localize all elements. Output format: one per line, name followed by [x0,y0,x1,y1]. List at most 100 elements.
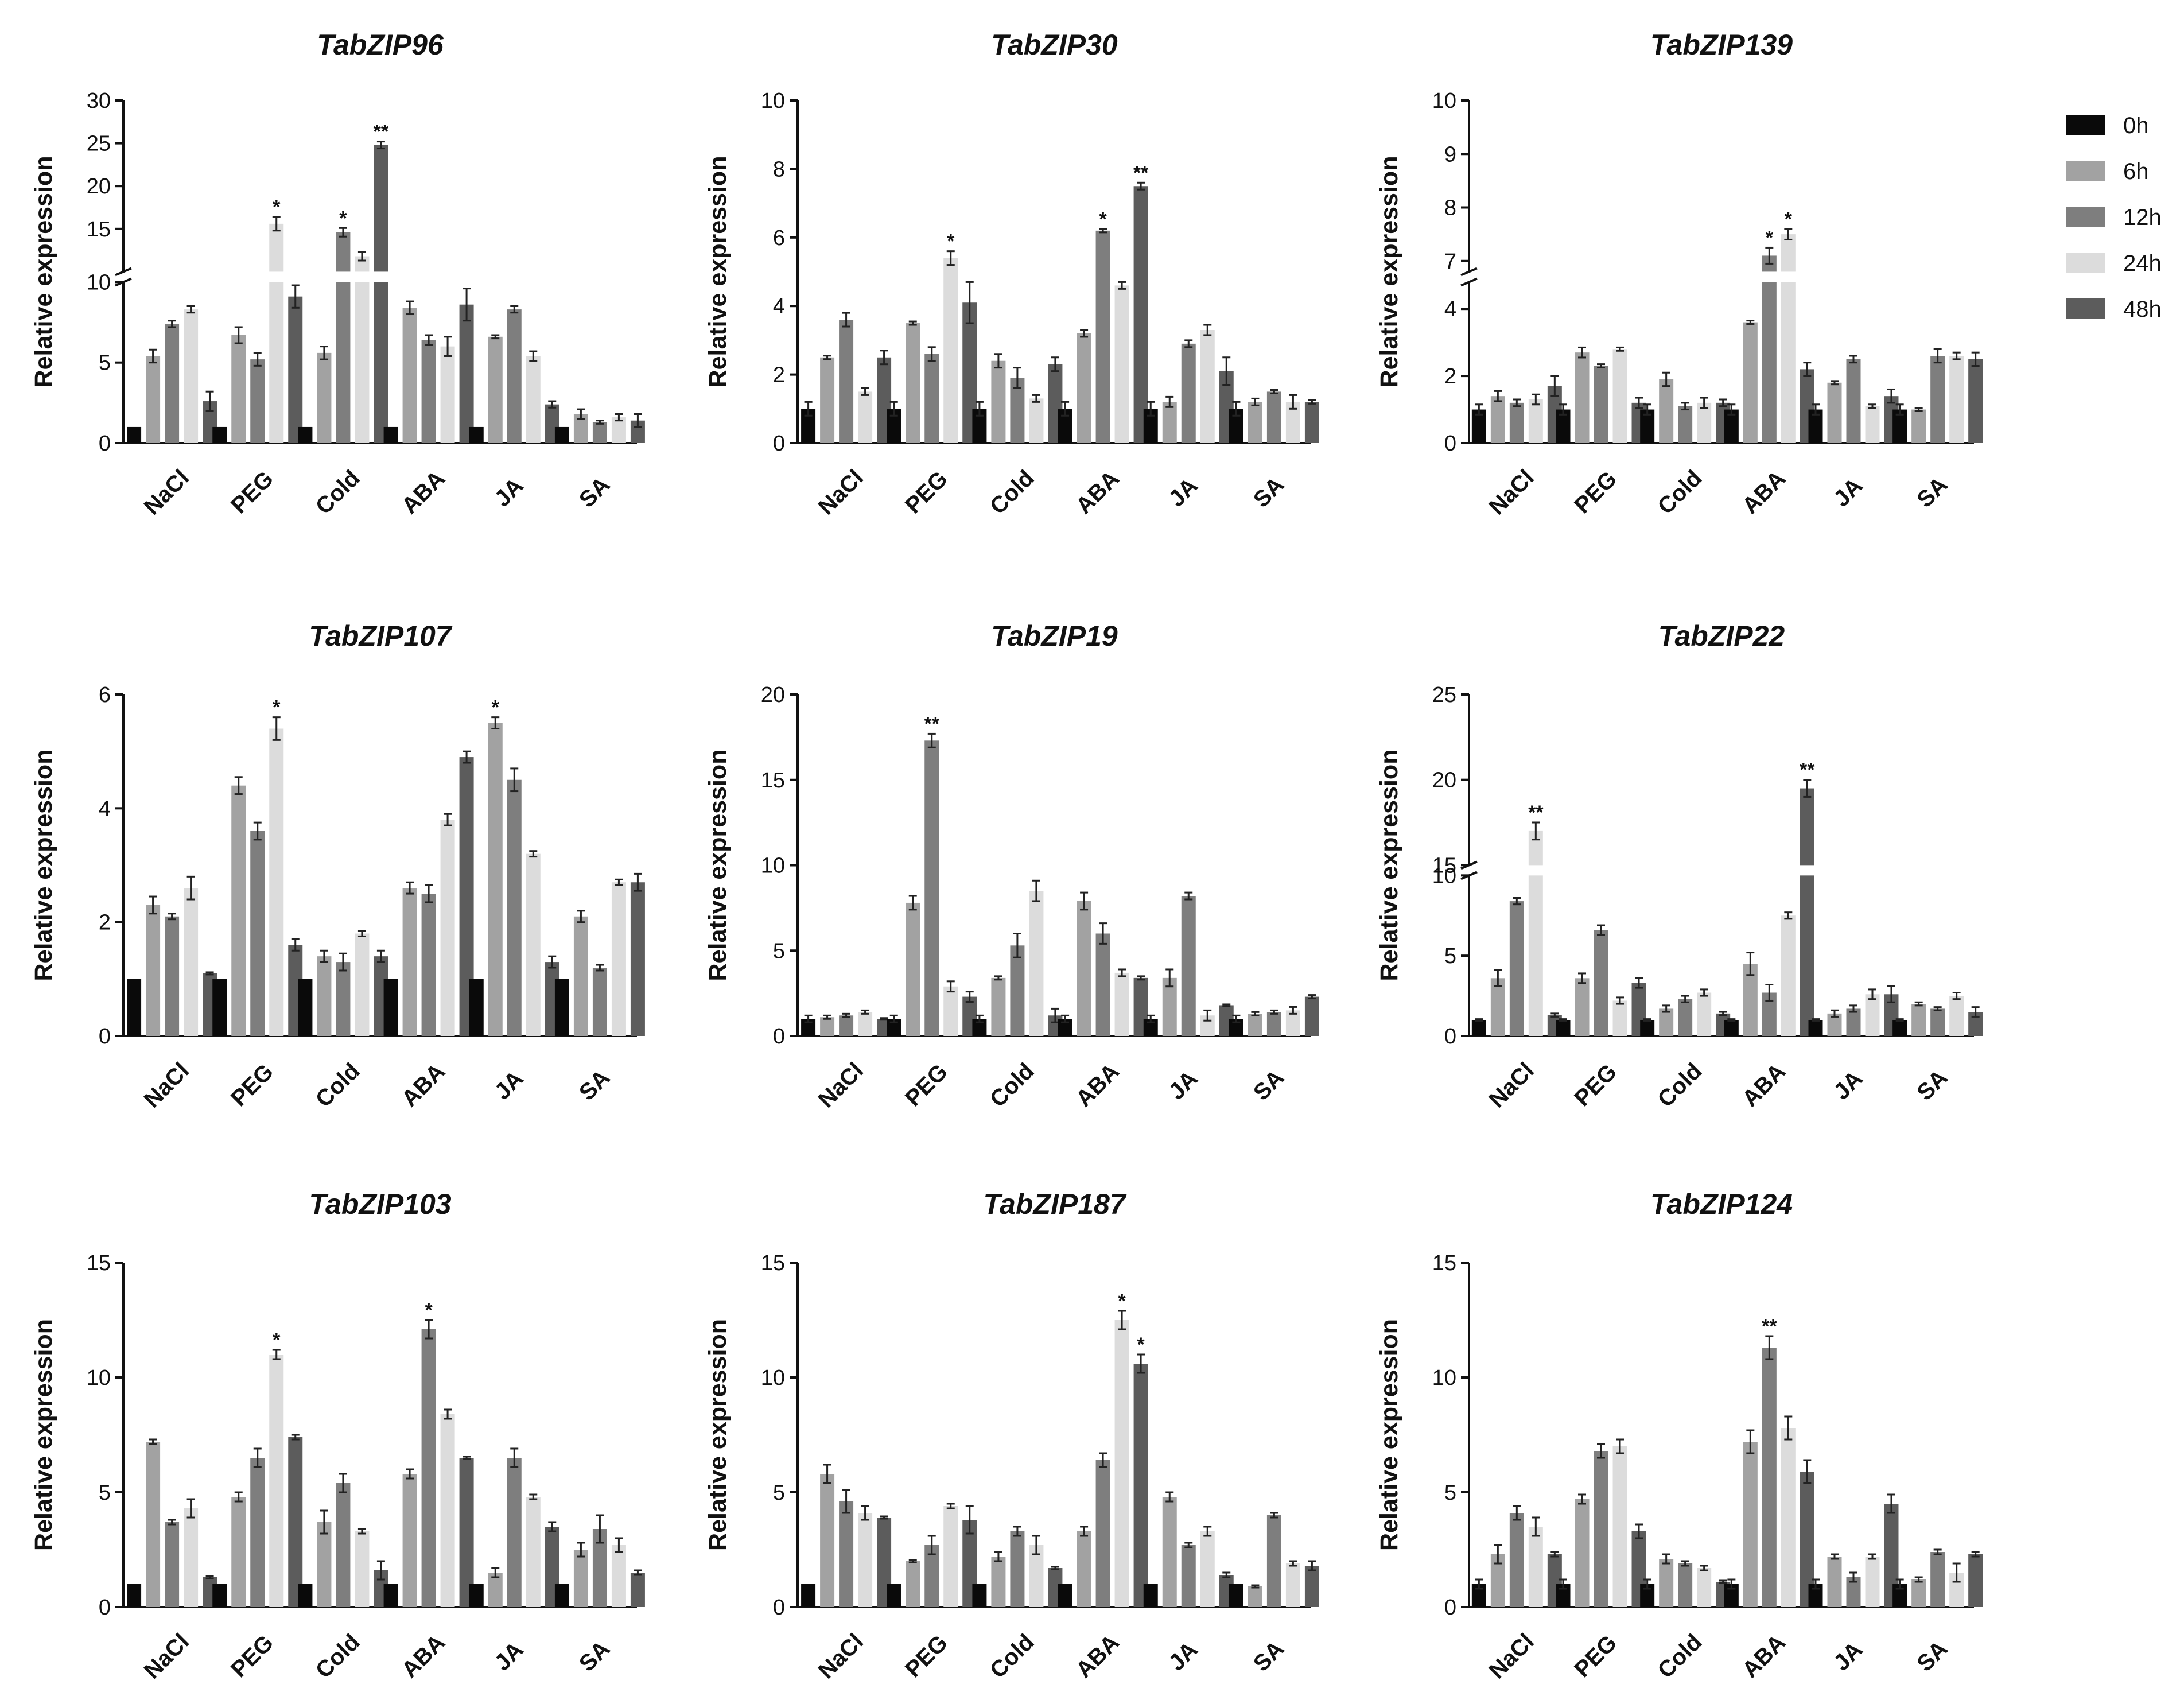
category-label: JA [1829,1637,1867,1675]
bar [1010,945,1025,1036]
category-label: Cold [985,1058,1039,1112]
significance-mark: ** [1800,759,1815,781]
bar [165,916,180,1036]
significance-mark: * [1766,227,1774,249]
y-tick-label: 5 [99,1481,111,1505]
bar [1697,1568,1712,1607]
bar [127,1584,142,1607]
y-tick-label: 5 [773,1481,785,1505]
y-tick-label: 10 [1432,864,1456,888]
bar [184,309,199,443]
bar [554,979,569,1036]
bar [336,232,351,272]
y-tick-label: 4 [99,797,111,821]
y-tick-label: 25 [87,132,111,156]
category-label: Cold [311,465,365,519]
category-label: PEG [900,1059,953,1111]
significance-mark: ** [374,121,389,143]
y-tick-label: 10 [1432,89,1456,113]
bar [887,1584,901,1607]
chart-title: TabZIP139 [1650,29,1793,61]
bar [858,391,873,443]
y-tick-label: 2 [99,911,111,935]
bar [127,979,142,1036]
bar [1077,901,1091,1036]
bar [1528,875,1543,1036]
bar [1010,1531,1025,1607]
category-label: ABA [1738,1630,1790,1683]
category-label: NaCl [139,1629,195,1684]
bar [630,882,645,1036]
bar [1678,999,1693,1036]
bar [421,340,436,443]
category-label: NaCl [1484,1629,1539,1684]
y-tick-label: 9 [1444,142,1456,166]
bar [943,986,958,1036]
legend-swatch [2066,298,2105,319]
y-tick-label: 2 [773,363,785,387]
significance-mark: * [273,697,281,719]
legend-swatch [2066,115,2105,135]
significance-mark: ** [1762,1315,1777,1337]
bar [1846,359,1861,443]
bar [630,1573,645,1607]
bar [858,1513,873,1607]
bar [146,1442,161,1607]
y-tick-label: 15 [1432,853,1456,878]
significance-mark: ** [1528,802,1544,824]
bar [1697,992,1712,1036]
category-label: JA [1829,1066,1867,1104]
bar [355,1531,370,1607]
category-label: Cold [985,1629,1039,1683]
bar [355,933,370,1036]
category-label: Cold [985,465,1039,519]
bar [1077,333,1091,443]
legend-label: 6h [2123,159,2149,184]
bar [924,354,939,443]
bar [573,1550,588,1607]
bar [573,916,588,1036]
y-axis-label: Relative expression [1375,750,1403,981]
bar [165,1522,180,1607]
chart-panel: TabZIP96 Relative expression 0 5 10 15 20 25 30 N… [30,29,645,520]
category-label: JA [1164,1637,1202,1675]
bar [1509,1513,1524,1607]
bar [184,1508,199,1607]
bar [336,962,351,1036]
bar [526,356,541,443]
bar [1827,382,1842,443]
bar [1743,1442,1758,1607]
category-label: ABA [1738,1059,1790,1112]
bar [526,853,541,1036]
bar [1162,402,1177,443]
bar [440,1414,455,1607]
bar [1724,1020,1739,1036]
bar [488,336,503,443]
bar [1181,1545,1196,1607]
y-axis-label: Relative expression [704,156,732,388]
chart-title: TabZIP30 [991,29,1118,61]
bar [839,320,854,443]
significance-mark: * [273,196,281,218]
bar [1133,1364,1148,1607]
bar [469,426,484,443]
bar [231,335,246,443]
legend-label: 12h [2123,205,2162,230]
y-tick-label: 4 [1444,297,1456,321]
bar [1911,1004,1926,1036]
significance-mark: * [947,231,955,253]
bar [943,258,958,443]
y-tick-label: 4 [773,294,785,319]
legend-label: 24h [2123,251,2162,276]
bar [554,426,569,443]
legend-swatch [2066,161,2105,181]
bar [269,1355,284,1607]
bar [1968,1554,1983,1607]
category-label: NaCl [814,465,869,520]
significance-mark: * [492,697,500,719]
bar [146,905,161,1036]
category-label: SA [1249,1636,1289,1676]
chart-title: TabZIP103 [309,1188,451,1220]
bar [1162,1497,1177,1607]
